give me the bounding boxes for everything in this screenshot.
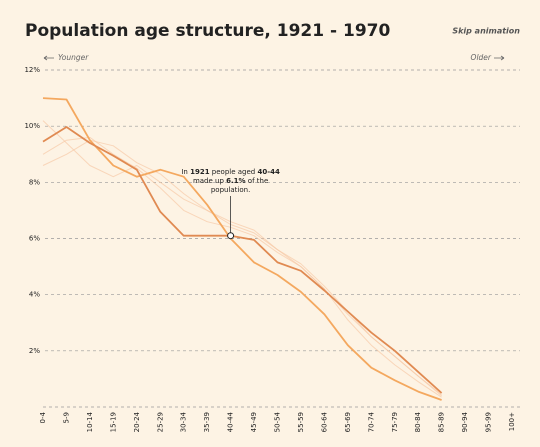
x-tick-label: 20-24 — [133, 411, 141, 432]
x-tick-label: 35-39 — [203, 412, 211, 432]
x-tick-label: 5-9 — [62, 412, 70, 423]
annotation-part: 40-44 — [257, 168, 280, 176]
younger-label: Younger — [58, 53, 89, 62]
x-tick-label: 60-64 — [320, 411, 328, 432]
annotation-part: 1921 — [190, 168, 210, 176]
annotation-part: population. — [211, 186, 250, 194]
x-tick-label: 100+ — [508, 412, 516, 431]
annotation-part: of the — [246, 177, 269, 185]
x-tick-label: 0-4 — [39, 411, 47, 423]
annotation-part: people aged — [210, 168, 258, 176]
annotation: In 1921 people aged 40-44 — [181, 168, 280, 176]
annotation: made up 6.1% of the — [193, 177, 268, 185]
x-tick-label: 65-69 — [344, 412, 352, 432]
annotation: population. — [211, 186, 250, 194]
y-tick-label: 10% — [24, 122, 40, 130]
y-tick-label: 4% — [29, 291, 40, 299]
left-arrow — [43, 55, 54, 61]
background-line — [42, 139, 442, 397]
x-tick-label: 50-54 — [274, 411, 282, 432]
older-label: Older — [471, 53, 492, 62]
x-tick-label: 25-29 — [156, 412, 164, 432]
skip-button[interactable]: Skip animation — [452, 27, 520, 36]
y-tick-label: 12% — [24, 66, 40, 74]
annotation-part: made up — [193, 177, 226, 185]
y-tick-label: 8% — [29, 178, 40, 186]
background-line — [42, 120, 442, 398]
x-tick-label: 90-94 — [461, 411, 469, 432]
x-tick-label: 55-59 — [297, 412, 305, 432]
x-tick-label: 85-89 — [438, 412, 446, 432]
highlight-point — [227, 232, 235, 240]
x-tick-label: 10-14 — [86, 411, 94, 432]
y-tick-label: 2% — [29, 347, 40, 355]
y-tick-label: 6% — [29, 235, 40, 243]
x-tick-label: 80-84 — [414, 411, 422, 432]
x-tick-label: 30-34 — [180, 411, 188, 432]
right-arrow — [494, 55, 505, 61]
series-line — [42, 97, 442, 401]
chart-title: Population age structure, 1921 - 1970 — [25, 21, 390, 41]
x-tick-label: 45-49 — [250, 412, 258, 432]
x-tick-label: 40-44 — [227, 411, 235, 432]
series-line — [42, 126, 443, 394]
x-tick-label: 95-99 — [485, 412, 493, 432]
x-tick-label: 70-74 — [367, 411, 375, 432]
annotation-part: 6.1% — [226, 177, 245, 185]
x-tick-label: 75-79 — [391, 412, 399, 432]
annotation-part: In — [181, 168, 190, 176]
x-tick-label: 15-19 — [109, 412, 117, 432]
